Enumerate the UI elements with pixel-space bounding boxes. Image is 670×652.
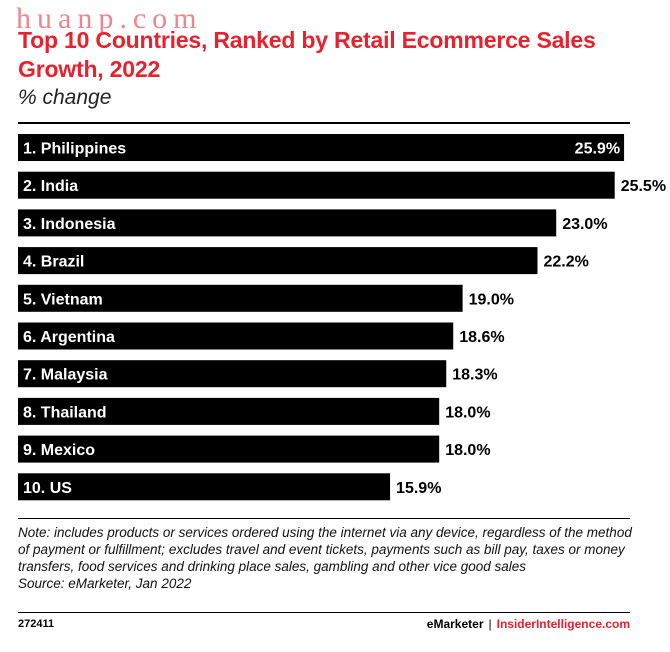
- value-label-5: 19.0%: [469, 291, 514, 308]
- note-divider: [18, 518, 630, 519]
- footer-brand: eMarketer | InsiderIntelligence.com: [427, 617, 630, 631]
- category-label-9: 9. Mexico: [23, 442, 95, 459]
- bar-9: [18, 435, 440, 463]
- value-label-6: 18.6%: [459, 329, 504, 346]
- value-label-4: 22.2%: [543, 254, 588, 271]
- bar-8: [18, 397, 440, 425]
- chart-id: 272411: [18, 618, 55, 630]
- bar-3: [18, 209, 557, 237]
- category-label-1: 1. Philippines: [23, 141, 126, 158]
- bar-7: [18, 360, 447, 388]
- category-label-8: 8. Thailand: [23, 404, 107, 421]
- bar-2: [18, 171, 615, 199]
- watermark: huanp.com: [16, 2, 203, 35]
- category-label-4: 4. Brazil: [23, 254, 84, 271]
- category-label-3: 3. Indonesia: [23, 216, 116, 233]
- category-label-5: 5. Vietnam: [23, 291, 103, 308]
- category-label-6: 6. Argentina: [23, 329, 115, 346]
- value-label-1: 25.9%: [575, 141, 620, 158]
- value-label-8: 18.0%: [445, 404, 490, 421]
- bar-chart: 1. Philippines 25.9% 2. India 25.5% 3. Indon…: [18, 134, 666, 501]
- bar-1: [18, 134, 625, 161]
- footnote: Note: includes products or services orde…: [18, 524, 638, 592]
- footnote-text: Note: includes products or services orde…: [18, 525, 632, 574]
- footer-divider: [18, 612, 630, 613]
- bar-10: [18, 473, 391, 501]
- bar-6: [18, 322, 454, 350]
- bar-5: [18, 284, 463, 312]
- source-text: Source: eMarketer, Jan 2022: [18, 576, 192, 591]
- value-label-3: 23.0%: [562, 216, 607, 233]
- value-label-7: 18.3%: [452, 367, 497, 384]
- category-label-7: 7. Malaysia: [23, 367, 108, 384]
- brand-insider: InsiderIntelligence.com: [496, 617, 630, 631]
- chart-subtitle: % change: [18, 86, 112, 109]
- top-divider: [18, 122, 630, 124]
- bar-4: [18, 247, 538, 275]
- value-label-2: 25.5%: [621, 178, 666, 195]
- chart-title: Top 10 Countries, Ranked by Retail Ecomm…: [18, 27, 596, 82]
- value-label-9: 18.0%: [445, 442, 490, 459]
- value-label-10: 15.9%: [396, 480, 441, 497]
- category-label-10: 10. US: [23, 480, 72, 497]
- brand-emarketer: eMarketer: [426, 617, 484, 631]
- brand-separator: |: [488, 617, 492, 631]
- category-label-2: 2. India: [23, 178, 78, 195]
